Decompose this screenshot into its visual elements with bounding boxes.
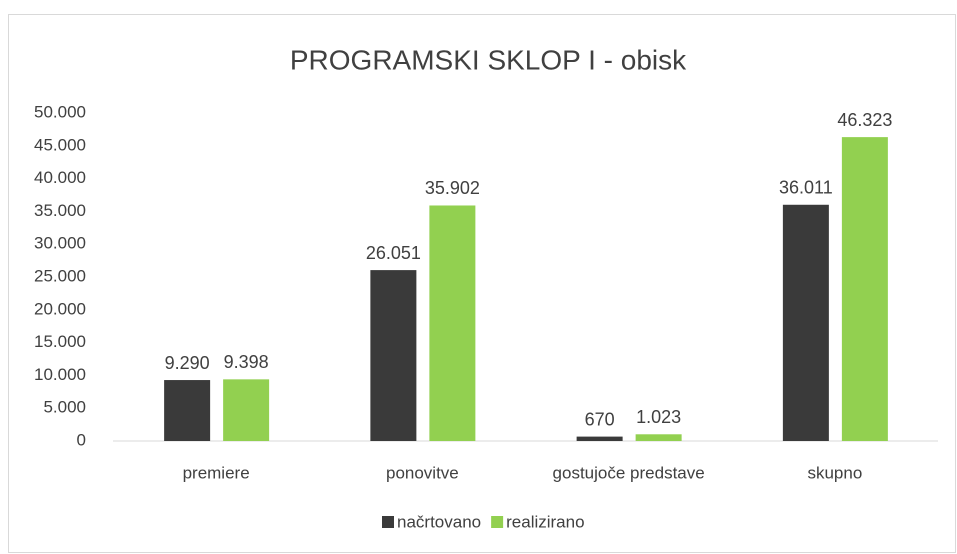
y-tick-label: 45.000: [34, 135, 86, 154]
y-tick-label: 5.000: [43, 398, 86, 417]
x-tick-label: gostujoče predstave: [553, 463, 705, 482]
x-tick-label: premiere: [183, 463, 250, 482]
y-tick-label: 30.000: [34, 234, 86, 253]
legend-label: načrtovano: [397, 512, 481, 531]
bar: [782, 204, 829, 441]
bar: [429, 205, 476, 441]
y-tick-label: 35.000: [34, 201, 86, 220]
x-tick-label: skupno: [807, 463, 862, 482]
bar: [164, 380, 211, 441]
x-tick-label: ponovitve: [386, 463, 459, 482]
data-label: 35.902: [425, 178, 480, 198]
legend-swatch: [382, 516, 394, 528]
y-tick-label: 25.000: [34, 266, 86, 285]
data-label: 36.011: [779, 178, 833, 198]
legend-swatch: [491, 516, 504, 528]
y-tick-label: 40.000: [34, 168, 86, 187]
bar: [841, 137, 888, 441]
data-label: 26.051: [366, 243, 421, 263]
data-label: 670: [585, 409, 615, 429]
bar: [576, 436, 623, 441]
data-label: 1.023: [636, 407, 681, 427]
data-label: 46.323: [837, 110, 892, 130]
y-tick-label: 20.000: [34, 299, 86, 318]
y-tick-label: 10.000: [34, 365, 86, 384]
y-tick-label: 15.000: [34, 332, 86, 351]
bar: [223, 379, 270, 441]
data-label: 9.398: [224, 352, 269, 372]
legend-label: realizirano: [506, 512, 584, 531]
y-tick-label: 50.000: [34, 102, 86, 121]
data-label: 9.290: [165, 353, 210, 373]
bar: [635, 434, 682, 441]
y-tick-label: 0: [77, 430, 86, 449]
bar: [370, 270, 417, 441]
chart-title: PROGRAMSKI SKLOP I - obisk: [290, 44, 687, 75]
